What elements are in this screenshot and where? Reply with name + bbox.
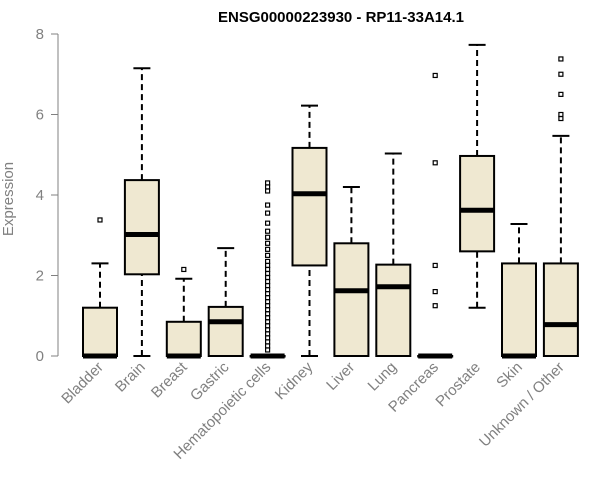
- outlier-point: [265, 270, 271, 277]
- outlier-point: [265, 311, 271, 317]
- box-group: [249, 180, 286, 359]
- outlier-point: [265, 291, 271, 297]
- y-tick-label: 4: [36, 187, 44, 204]
- box-iqr: [459, 154, 496, 253]
- outlier-point: [265, 303, 271, 309]
- x-tick-label: Liver: [323, 359, 358, 394]
- outlier-point: [432, 289, 438, 295]
- x-tick-label: Skin: [493, 359, 526, 392]
- x-tick-label: Prostate: [432, 359, 484, 411]
- box-iqr: [542, 262, 579, 357]
- x-tick-label: Lung: [365, 359, 401, 395]
- outlier-point: [558, 115, 564, 122]
- box-group: [375, 152, 412, 358]
- outlier-point: [558, 111, 564, 118]
- outlier-point: [265, 299, 271, 305]
- outlier-point: [265, 339, 271, 345]
- box-group: [459, 43, 496, 309]
- outlier-point: [558, 71, 564, 77]
- outlier-point: [432, 160, 438, 166]
- box-group: [123, 67, 160, 357]
- outlier-point: [265, 295, 271, 301]
- x-tick-label: Brain: [112, 359, 149, 396]
- y-tick-label: 6: [36, 107, 44, 124]
- outlier-point: [265, 331, 271, 337]
- chart-title: ENSG00000223930 - RP11-33A14.1: [218, 9, 464, 26]
- outlier-point: [265, 282, 271, 289]
- boxes-layer: [82, 43, 579, 359]
- outlier-point: [265, 202, 271, 208]
- outlier-point: [265, 220, 271, 226]
- outlier-point: [265, 234, 271, 240]
- y-tick-label: 0: [36, 348, 44, 365]
- outlier-point: [265, 278, 271, 285]
- outlier-point: [558, 56, 564, 62]
- outlier-point: [432, 262, 438, 269]
- box-iqr: [165, 320, 202, 358]
- outlier-point: [432, 303, 438, 309]
- box-iqr: [375, 263, 412, 358]
- outlier-point: [265, 335, 271, 341]
- box-iqr: [291, 146, 328, 267]
- outlier-point: [265, 188, 271, 194]
- outlier-point: [265, 323, 271, 329]
- outlier-point: [265, 180, 271, 186]
- outlier-point: [265, 274, 271, 281]
- outlier-point: [265, 246, 271, 252]
- x-tick-label: Bladder: [58, 359, 107, 408]
- outlier-point: [265, 307, 271, 313]
- y-tick-label: 2: [36, 268, 44, 285]
- box-group: [501, 222, 537, 359]
- outlier-point: [265, 240, 271, 246]
- outlier-point: [265, 210, 271, 216]
- outlier-point: [265, 327, 271, 333]
- box-group: [333, 185, 370, 357]
- box-iqr: [207, 305, 244, 357]
- y-axis-label: Expression: [0, 162, 17, 236]
- box-iqr: [333, 242, 370, 357]
- box-group: [542, 56, 579, 357]
- box-iqr: [123, 179, 160, 276]
- x-tick-label: Breast: [148, 358, 191, 401]
- outlier-point: [265, 319, 271, 325]
- box-group: [417, 72, 454, 359]
- x-tick-label: Kidney: [272, 358, 317, 403]
- box-group: [291, 104, 328, 357]
- box-group: [207, 247, 244, 357]
- box-group: [165, 266, 202, 359]
- box-group: [82, 217, 118, 359]
- outlier-point: [265, 315, 271, 321]
- outlier-point: [265, 266, 271, 273]
- outlier-point: [265, 184, 271, 190]
- box-iqr: [501, 262, 537, 357]
- outlier-point: [265, 252, 271, 258]
- outlier-point: [265, 347, 271, 353]
- outlier-point: [265, 262, 271, 269]
- y-axis: 0 2 4 6 8: [36, 26, 59, 365]
- outlier-point: [181, 266, 187, 273]
- outlier-point: [265, 258, 271, 265]
- outlier-point: [558, 91, 564, 97]
- outlier-point: [432, 72, 438, 79]
- outlier-point: [265, 228, 271, 234]
- outlier-point: [265, 343, 271, 349]
- outlier-point: [265, 286, 271, 293]
- outlier-point: [97, 217, 103, 223]
- box-iqr: [82, 306, 118, 358]
- y-tick-label: 8: [36, 26, 44, 43]
